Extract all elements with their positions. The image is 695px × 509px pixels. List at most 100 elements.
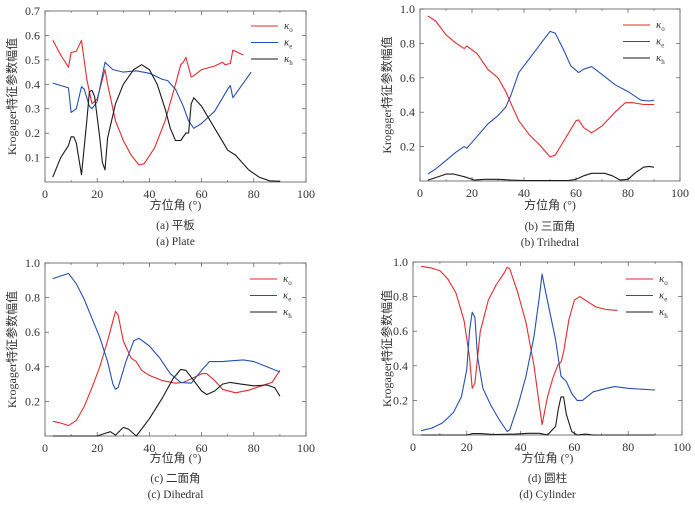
x-tick-label: 100 <box>673 440 691 454</box>
x-tick-label: 80 <box>622 186 634 200</box>
legend-symbol: κ <box>283 306 289 318</box>
x-tick-label: 80 <box>622 440 634 454</box>
caption-english: (c) Dihedral <box>148 489 204 501</box>
y-tick-label: 0.6 <box>25 28 40 42</box>
series-line-o <box>421 265 618 426</box>
series-line-o <box>52 310 281 427</box>
caption-english: (d) Cylinder <box>519 489 576 501</box>
legend-label-o: κo <box>284 20 293 34</box>
x-tick-label: 20 <box>91 441 103 455</box>
legend-symbol: κ <box>656 19 662 31</box>
legend-label-h: κh <box>284 53 293 67</box>
x-tick-label: 60 <box>568 440 580 454</box>
x-tick-label: 20 <box>91 187 103 201</box>
y-tick-label: 0.2 <box>25 126 40 140</box>
subplot-d: 0 20 40 60 80 100 0.2 0.4 0.6 0.8 1.0 方位角 (°) Krogag… <box>379 255 691 501</box>
legend-subscript: h <box>661 58 665 66</box>
y-tick-label: 1.0 <box>25 256 40 270</box>
series-line-h <box>52 64 280 182</box>
x-tick-label: 0 <box>42 441 48 455</box>
y-axis-label: Krogager特征参数幅值 <box>4 291 19 408</box>
series-line-h <box>427 165 655 182</box>
series-line-o <box>52 39 244 166</box>
y-tick-label: 0.5 <box>25 53 40 67</box>
x-tick-label: 60 <box>196 441 208 455</box>
caption-chinese: (d) 圆柱 <box>528 471 568 485</box>
legend-subscript: o <box>664 279 668 287</box>
y-tick-label: 0.2 <box>400 140 415 154</box>
y-tick-label: 0.8 <box>393 290 408 304</box>
legend-label-e: κe <box>284 37 292 51</box>
y-tick-label: 0.4 <box>25 360 40 374</box>
x-tick-label: 0 <box>42 187 48 201</box>
legend-label-o: κo <box>656 19 665 33</box>
legend-subscript: o <box>661 25 665 33</box>
legend-subscript: e <box>661 42 664 50</box>
axes-frame <box>419 8 681 182</box>
y-tick-label: 0.4 <box>393 359 408 373</box>
x-tick-label: 20 <box>466 186 478 200</box>
legend-subscript: h <box>289 59 293 67</box>
legend-symbol: κ <box>284 37 290 49</box>
y-tick-label: 1.0 <box>400 2 415 16</box>
x-tick-label: 100 <box>671 186 689 200</box>
legend-symbol: κ <box>656 52 662 64</box>
x-tick-label: 80 <box>248 441 260 455</box>
caption-english: (a) Plate <box>156 236 195 248</box>
y-tick-label: 0.6 <box>400 71 415 85</box>
y-tick-label: 0.6 <box>393 324 408 338</box>
x-tick-label: 40 <box>143 441 155 455</box>
legend-subscript: h <box>288 312 292 320</box>
y-axis-label: Krogager特征参数幅值 <box>379 36 394 153</box>
series-line-e <box>420 273 656 433</box>
y-axis-label: Krogager特征参数幅值 <box>4 38 19 155</box>
series-line-o <box>427 15 654 158</box>
legend-subscript: h <box>664 312 668 320</box>
series-line-e <box>52 61 252 129</box>
y-tick-label: 0.8 <box>400 36 415 50</box>
legend-symbol: κ <box>284 20 290 32</box>
legend-label-o: κo <box>659 273 668 287</box>
series-line-h <box>421 396 656 436</box>
y-tick-label: 0.3 <box>25 102 40 116</box>
y-tick-label: 0.7 <box>25 4 40 18</box>
legend-symbol: κ <box>659 290 665 302</box>
legend-label-o: κo <box>283 273 292 287</box>
legend-label-h: κh <box>659 306 668 320</box>
caption-chinese: (a) 平板 <box>156 218 195 232</box>
x-axis-label: 方位角 (°) <box>150 197 202 212</box>
x-axis-label: 方位角 (°) <box>524 197 576 212</box>
x-tick-label: 40 <box>143 187 155 201</box>
y-axis-label: Krogager特征参数幅值 <box>379 290 394 407</box>
axes-frame <box>44 10 307 183</box>
legend-subscript: e <box>664 296 667 304</box>
subplot-c: 0 20 40 60 80 100 0.2 0.4 0.6 0.8 1.0 方位角 (°) Krogag… <box>4 256 315 501</box>
subplot-b: 0 20 40 60 80 100 0.2 0.4 0.6 0.8 1.0 方位角 (°) Krogag… <box>379 2 689 249</box>
legend-label-h: κh <box>656 52 665 66</box>
caption-chinese: (b) 三面角 <box>525 220 576 233</box>
x-tick-label: 0 <box>417 186 423 200</box>
legend-subscript: e <box>289 43 292 51</box>
x-tick-label: 60 <box>570 186 582 200</box>
x-tick-label: 20 <box>461 440 473 454</box>
x-axis-label: 方位角 (°) <box>150 450 202 465</box>
legend-symbol: κ <box>659 273 665 285</box>
x-tick-label: 40 <box>518 186 530 200</box>
legend-subscript: o <box>289 26 293 34</box>
subplot-a: 0 20 40 60 80 100 0.1 0.2 0.3 0.4 0.5 0.6 0.7 方位角 (°)… <box>4 4 315 248</box>
y-tick-label: 0.2 <box>25 394 40 408</box>
caption-chinese: (c) 二面角 <box>150 472 200 485</box>
y-tick-label: 0.6 <box>25 325 40 339</box>
x-tick-label: 80 <box>248 187 260 201</box>
x-tick-label: 60 <box>196 187 208 201</box>
legend-symbol: κ <box>284 53 290 65</box>
series-line-e <box>52 272 281 390</box>
x-axis-label: 方位角 (°) <box>522 450 574 465</box>
legend-label-h: κh <box>283 306 292 320</box>
y-tick-label: 0.1 <box>25 151 40 165</box>
legend-symbol: κ <box>283 273 289 285</box>
legend-symbol: κ <box>283 290 289 302</box>
legend-label-e: κe <box>656 36 664 50</box>
legend-label-e: κe <box>283 290 291 304</box>
